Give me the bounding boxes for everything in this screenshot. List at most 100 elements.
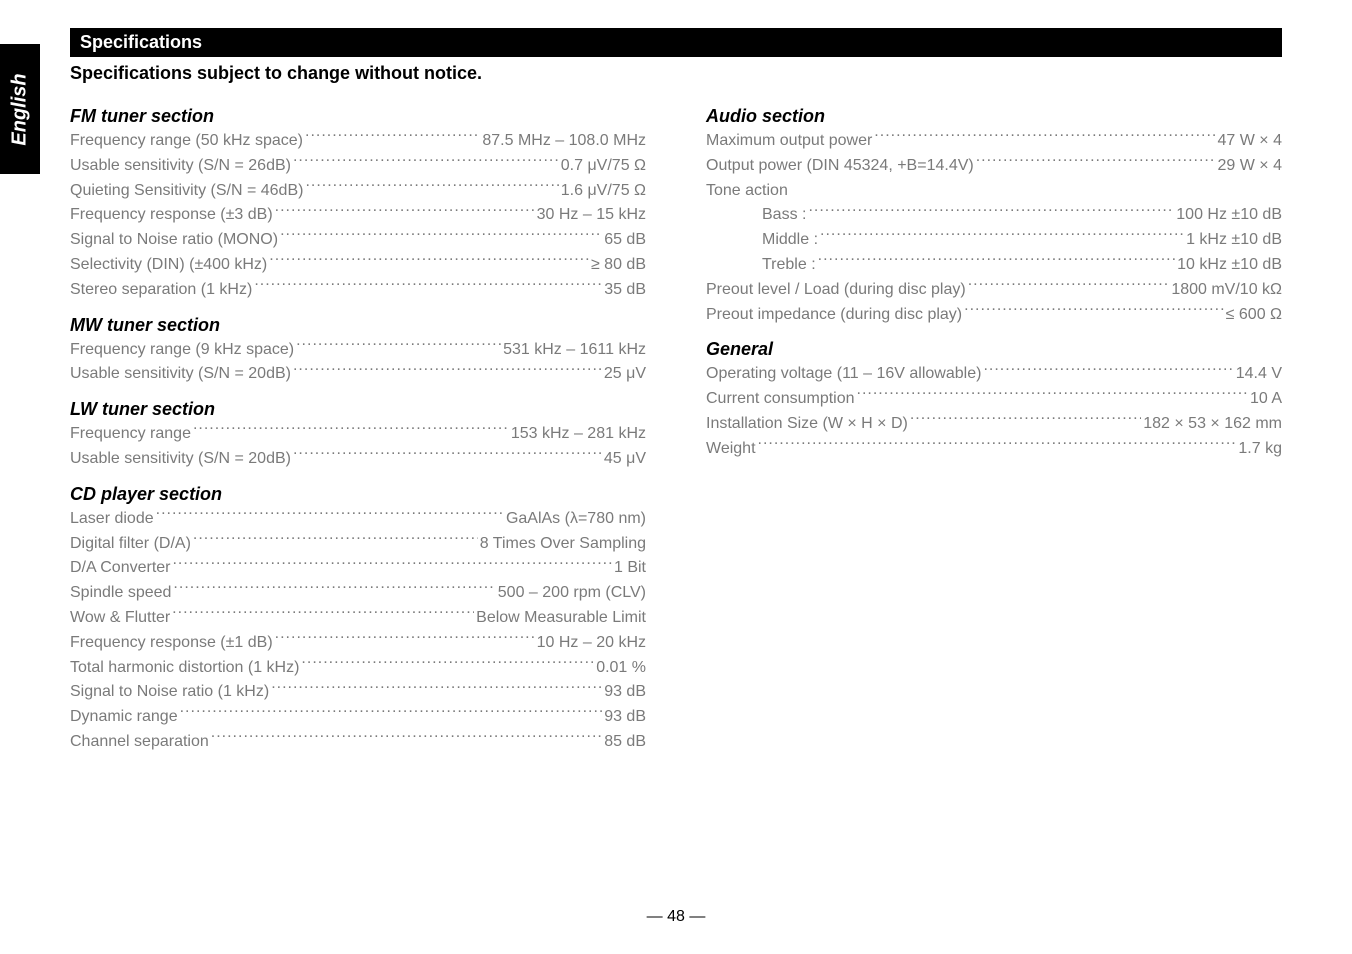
leader-dots [269, 253, 589, 269]
leader-dots [808, 203, 1174, 219]
spec-value: 14.4 V [1236, 362, 1282, 387]
leader-dots [275, 631, 535, 647]
spec-label: Channel separation [70, 730, 209, 755]
spec-value: 65 dB [604, 228, 646, 253]
fm-section-rows: Frequency range (50 kHz space)87.5 MHz –… [70, 129, 646, 303]
mw-section-rows: Frequency range (9 kHz space)531 kHz – 1… [70, 338, 646, 388]
spec-label: Spindle speed [70, 581, 171, 606]
spec-row: Usable sensitivity (S/N = 26dB)0.7 μV/75… [70, 154, 646, 179]
spec-row: Frequency range 153 kHz – 281 kHz [70, 422, 646, 447]
content-columns: FM tuner section Frequency range (50 kHz… [70, 94, 1282, 755]
spec-row: Operating voltage (11 – 16V allowable) 14… [706, 362, 1282, 387]
spec-label: Current consumption [706, 387, 855, 412]
spec-value: 1.7 kg [1238, 437, 1282, 462]
spec-label: Frequency response (±3 dB) [70, 203, 273, 228]
leader-dots [874, 129, 1215, 145]
leader-dots [910, 412, 1141, 428]
spec-row: Total harmonic distortion (1 kHz)0.01 % [70, 656, 646, 681]
spec-label: Installation Size (W × H × D) [706, 412, 908, 437]
leader-dots [156, 507, 504, 523]
spec-row: Signal to Noise ratio (1 kHz)93 dB [70, 680, 646, 705]
spec-value: 30 Hz – 15 kHz [537, 203, 646, 228]
leader-dots [964, 303, 1224, 319]
spec-value: 87.5 MHz – 108.0 MHz [482, 129, 646, 154]
spec-label: Stereo separation (1 kHz) [70, 278, 252, 303]
spec-value: 153 kHz – 281 kHz [511, 422, 646, 447]
spec-value: 1 kHz ±10 dB [1186, 228, 1282, 253]
leader-dots [305, 129, 480, 145]
spec-label: Digital filter (D/A) [70, 532, 191, 557]
leader-dots [983, 362, 1233, 378]
leader-dots [180, 705, 603, 721]
spec-value: ≥ 80 dB [591, 253, 646, 278]
spec-value: 35 dB [604, 278, 646, 303]
mw-section-head: MW tuner section [70, 315, 646, 336]
leader-dots [818, 253, 1176, 269]
leader-dots [275, 203, 535, 219]
spec-row: Current consumption 10 A [706, 387, 1282, 412]
right-column: Audio section Maximum output power47 W ×… [706, 94, 1282, 755]
spec-row: Middle : 1 kHz ±10 dB [706, 228, 1282, 253]
spec-row: Digital filter (D/A)8 Times Over Samplin… [70, 532, 646, 557]
spec-row: Selectivity (DIN) (±400 kHz)≥ 80 dB [70, 253, 646, 278]
spec-row: Frequency range (50 kHz space)87.5 MHz –… [70, 129, 646, 154]
spec-value: 0.01 % [596, 656, 646, 681]
spec-row: Laser diodeGaAlAs (λ=780 nm) [70, 507, 646, 532]
leader-dots [293, 447, 602, 463]
spec-value: 93 dB [604, 705, 646, 730]
spec-label: Frequency range [70, 422, 191, 447]
audio-section-head: Audio section [706, 106, 1282, 127]
spec-label: Wow & Flutter [70, 606, 170, 631]
leader-dots [305, 179, 558, 195]
leader-dots [172, 556, 612, 572]
leader-dots [193, 422, 509, 438]
leader-dots [820, 228, 1184, 244]
spec-row: Frequency response (±3 dB) 30 Hz – 15 kHz [70, 203, 646, 228]
cd-section-rows: Laser diodeGaAlAs (λ=780 nm)Digital filt… [70, 507, 646, 755]
spec-label: D/A Converter [70, 556, 170, 581]
leader-dots [173, 581, 495, 597]
leader-dots [193, 532, 478, 548]
spec-label: Middle : [762, 228, 818, 253]
fm-section-head: FM tuner section [70, 106, 646, 127]
spec-value: 45 μV [604, 447, 646, 472]
spec-value: 10 A [1250, 387, 1282, 412]
spec-value: ≤ 600 Ω [1226, 303, 1282, 328]
spec-label: Bass : [762, 203, 806, 228]
spec-label: Preout impedance (during disc play) [706, 303, 962, 328]
spec-row: D/A Converter 1 Bit [70, 556, 646, 581]
spec-label: Operating voltage (11 – 16V allowable) [706, 362, 981, 387]
spec-label: Maximum output power [706, 129, 872, 154]
spec-label: Usable sensitivity (S/N = 20dB) [70, 447, 291, 472]
spec-value: Below Measurable Limit [476, 606, 646, 631]
spec-label: Signal to Noise ratio (MONO) [70, 228, 278, 253]
spec-value: 1.6 μV/75 Ω [561, 179, 646, 204]
general-section-rows: Operating voltage (11 – 16V allowable) 14… [706, 362, 1282, 461]
spec-row: Installation Size (W × H × D) 182 × 53 × … [706, 412, 1282, 437]
spec-value: 182 × 53 × 162 mm [1143, 412, 1282, 437]
leader-dots [301, 656, 594, 672]
left-column: FM tuner section Frequency range (50 kHz… [70, 94, 646, 755]
specifications-header-bar: Specifications [70, 28, 1282, 57]
spec-row: Frequency range (9 kHz space)531 kHz – 1… [70, 338, 646, 363]
leader-dots [758, 437, 1237, 453]
spec-value: 1 Bit [614, 556, 646, 581]
spec-value: 1800 mV/10 kΩ [1171, 278, 1282, 303]
spec-value: 100 Hz ±10 dB [1176, 203, 1282, 228]
spec-row: Usable sensitivity (S/N = 20dB) 45 μV [70, 447, 646, 472]
spec-row: Stereo separation (1 kHz) 35 dB [70, 278, 646, 303]
spec-label: Output power (DIN 45324, +B=14.4V) [706, 154, 974, 179]
leader-dots [293, 154, 559, 170]
leader-dots [976, 154, 1216, 170]
spec-row: Bass : 100 Hz ±10 dB [706, 203, 1282, 228]
leader-dots [857, 387, 1248, 403]
spec-row: Maximum output power47 W × 4 [706, 129, 1282, 154]
spec-label: Dynamic range [70, 705, 178, 730]
spec-value: 10 Hz – 20 kHz [537, 631, 646, 656]
spec-label: Frequency range (9 kHz space) [70, 338, 294, 363]
spec-row: Treble :10 kHz ±10 dB [706, 253, 1282, 278]
spec-label: Laser diode [70, 507, 154, 532]
spec-label: Frequency response (±1 dB) [70, 631, 273, 656]
spec-value: 93 dB [604, 680, 646, 705]
cd-section-head: CD player section [70, 484, 646, 505]
